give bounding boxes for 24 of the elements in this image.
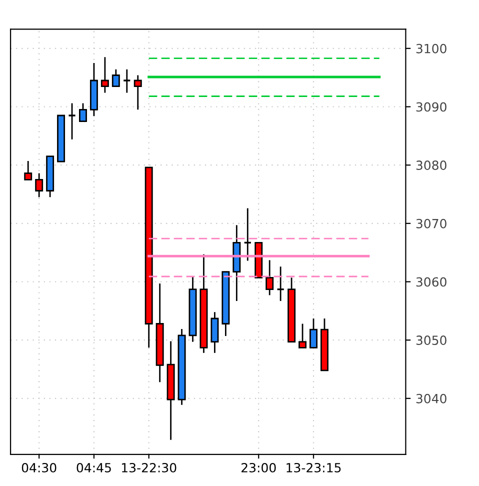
x-tick-label: 13-22:30 — [122, 462, 176, 472]
x-tick-label: 23:00 — [242, 462, 276, 472]
candlestick — [266, 259, 274, 296]
candlestick — [122, 68, 132, 94]
candlestick — [134, 74, 142, 110]
candlestick — [112, 68, 120, 88]
candlestick — [35, 172, 44, 198]
candlestick — [310, 318, 318, 348]
x-tick-label: 13-23:15 — [286, 462, 341, 472]
y-tick-label: 3060 — [416, 277, 446, 287]
candlestick — [68, 102, 76, 140]
candlestick — [24, 160, 32, 180]
x-tick-label: 04:30 — [22, 462, 56, 472]
candlestick — [100, 56, 109, 94]
y-tick-label: 3080 — [416, 160, 446, 170]
y-tick-label: 3040 — [416, 394, 446, 404]
x-tick-label: 04:45 — [76, 462, 111, 472]
y-tick-label: 3100 — [416, 44, 446, 54]
candlestick — [79, 102, 87, 122]
candlestick — [210, 311, 219, 354]
candlestick — [298, 323, 307, 348]
y-tick-label: 3090 — [416, 102, 446, 112]
y-tick-label: 3070 — [416, 218, 446, 228]
y-tick-label: 3050 — [416, 336, 446, 346]
